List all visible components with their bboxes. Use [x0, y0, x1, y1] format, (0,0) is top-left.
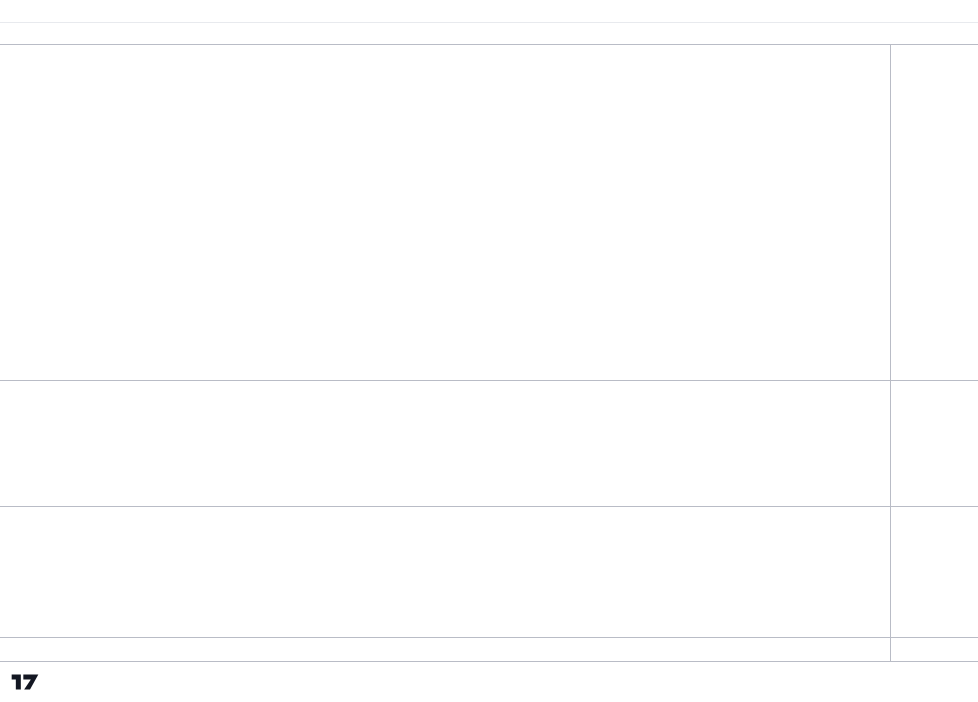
- symbol-info-bar: [0, 22, 978, 44]
- tradingview-logo-icon: [11, 674, 39, 689]
- macd-canvas: [0, 380, 890, 506]
- tradingview-home-link[interactable]: [10, 672, 47, 692]
- macd-pane: [0, 380, 978, 506]
- published-bar: [0, 0, 978, 23]
- time-axis: [0, 638, 978, 661]
- main-price-pane: [0, 44, 978, 380]
- pane-divider: [0, 661, 978, 662]
- tradingview-cloud-icon: [14, 336, 42, 364]
- price-chart-canvas: [0, 44, 890, 380]
- tradingview-watermark-link[interactable]: [14, 336, 51, 364]
- rsi-pane: [0, 506, 978, 637]
- price-axis-separator: [890, 44, 891, 661]
- pane-divider: [0, 380, 978, 381]
- pane-divider: [0, 44, 978, 45]
- last-price-badge: [891, 44, 903, 62]
- pane-divider: [0, 506, 978, 507]
- rsi-canvas: [0, 506, 890, 637]
- site-footer: [0, 661, 978, 702]
- pane-divider: [0, 637, 978, 638]
